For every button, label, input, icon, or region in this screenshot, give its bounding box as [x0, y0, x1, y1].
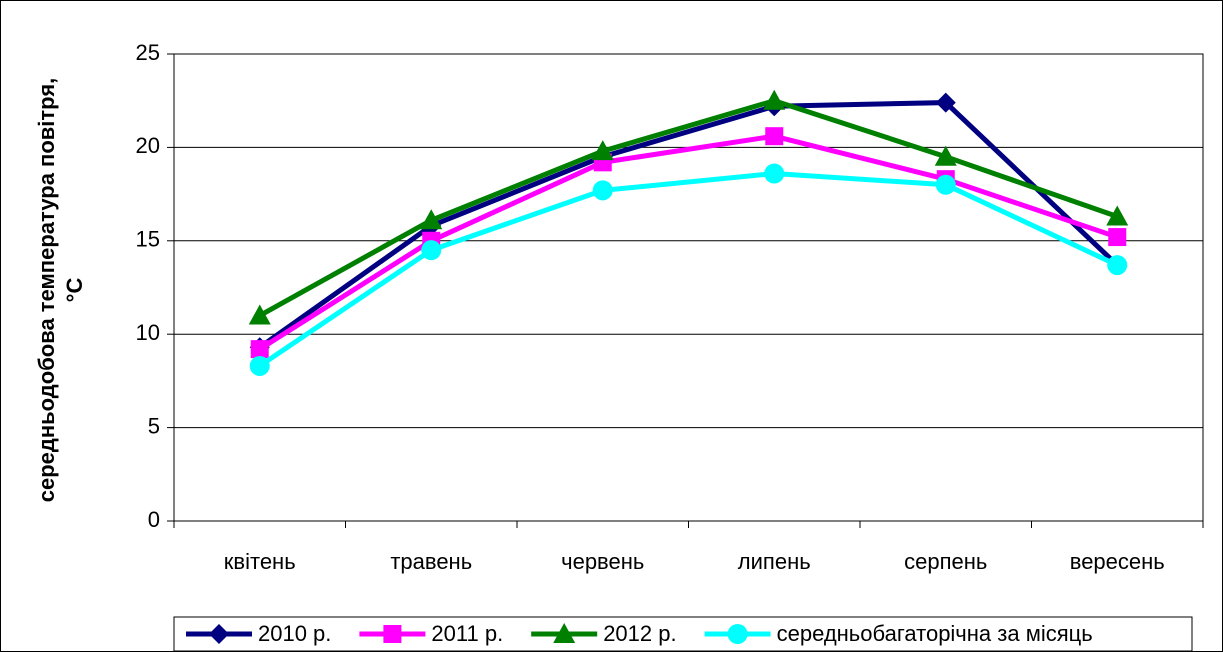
- marker: [421, 240, 442, 261]
- x-tick-label: серпень: [904, 549, 987, 574]
- series-line: [258, 133, 1119, 352]
- x-tick-label: травень: [390, 549, 472, 574]
- x-tick-label: червень: [561, 549, 644, 574]
- marker: [1108, 228, 1127, 247]
- y-tick-label: 0: [148, 507, 160, 532]
- y-axis-label-unit: °C: [62, 278, 87, 303]
- marker: [764, 163, 785, 184]
- y-tick-label: 10: [136, 320, 160, 345]
- marker: [553, 623, 576, 643]
- marker: [934, 145, 957, 166]
- y-tick-label: 20: [136, 133, 160, 158]
- marker: [248, 304, 271, 325]
- series-line: [258, 171, 1119, 369]
- marker: [727, 624, 748, 644]
- marker: [765, 127, 784, 146]
- legend-label: 2011 р.: [431, 621, 503, 646]
- x-tick-label: вересень: [1070, 549, 1165, 574]
- y-tick-label: 5: [148, 413, 160, 438]
- marker: [250, 340, 269, 359]
- marker: [763, 89, 786, 110]
- x-tick-label: липень: [738, 549, 811, 574]
- marker: [249, 355, 270, 376]
- legend-box: [173, 616, 1193, 652]
- marker: [935, 92, 956, 113]
- marker: [383, 625, 402, 643]
- marker: [935, 174, 956, 195]
- marker: [1106, 205, 1129, 226]
- marker: [420, 209, 443, 230]
- marker: [591, 140, 614, 161]
- y-tick-label: 15: [136, 227, 160, 252]
- legend-label: середньобагаторічна за місяць: [777, 621, 1093, 646]
- y-tick-label: 25: [136, 40, 160, 65]
- series-line: [258, 100, 1119, 350]
- series-line: [258, 98, 1119, 318]
- marker: [209, 624, 229, 644]
- y-axis-label: середньодобова температура повітря,: [34, 78, 59, 503]
- legend-label: 2010 р.: [258, 621, 331, 646]
- legend-label: 2012 р.: [603, 621, 676, 646]
- legend: 2010 р. 2011 р. 2012 р. середньобагаторічна…: [173, 616, 1193, 652]
- x-tick-label: квітень: [224, 549, 296, 574]
- marker: [1107, 255, 1128, 276]
- marker: [592, 180, 613, 201]
